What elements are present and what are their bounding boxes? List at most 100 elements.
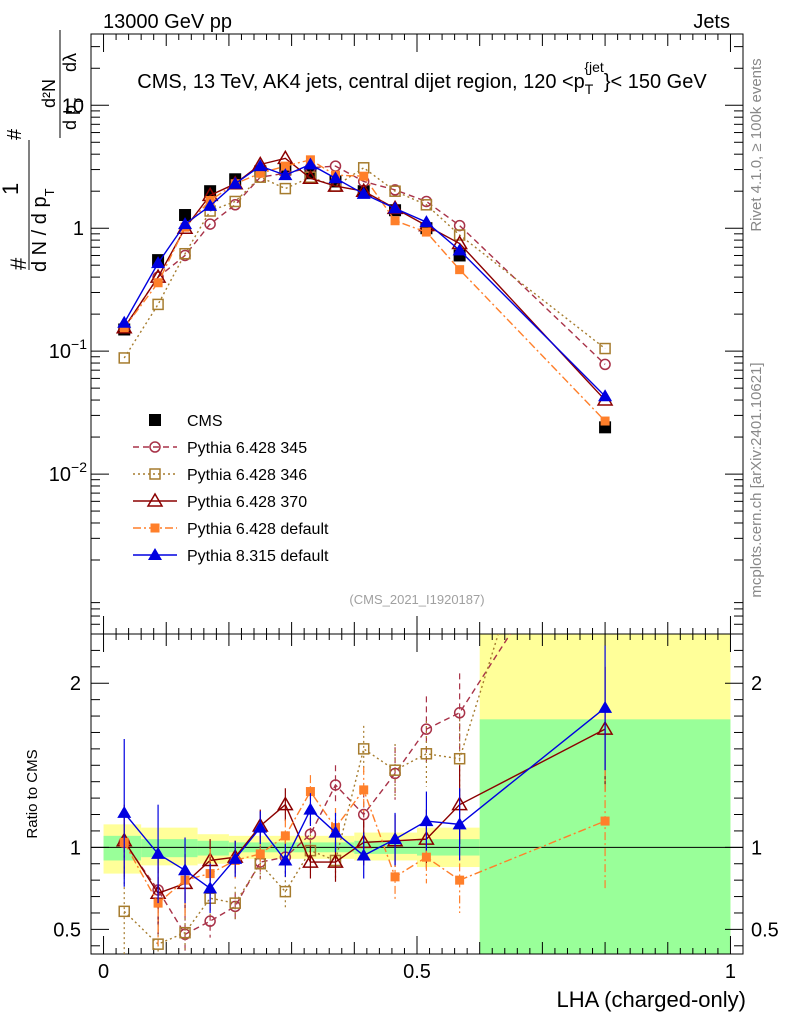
ratio-point-4-4 [228,851,243,864]
legend-label-5: Pythia 8.315 default [187,548,329,565]
ratio-point-3-12 [455,875,465,885]
ratio-point-1-10 [389,764,401,776]
xtick-label-1: 0.5 [403,961,431,983]
ratio-point-4-3 [203,881,218,894]
main-series-2 [118,162,611,364]
ratio-point-0-13 [600,481,610,491]
ratio-point-3-11 [421,852,431,862]
ratio-ytick-label-right-2: 2 [751,673,762,695]
ratio-point-2-7 [302,853,319,868]
legend-label-0: CMS [187,413,223,430]
main-point-2-2 [179,247,191,260]
ratio-point-4-13 [598,700,613,713]
main-point-5-0 [117,315,132,328]
main-point-5-1 [151,256,166,269]
ratio-point-4-5 [253,820,268,833]
main-series-group [115,149,614,434]
main-point-5-8 [328,171,343,184]
legend-label-1: Pythia 6.428 345 [187,440,307,457]
ratio-point-0-12 [453,707,466,719]
main-point-5-12 [452,243,467,256]
main-ytick-label-2: 1 [73,218,84,240]
ratio-point-3-13 [600,816,610,826]
ratio-point-1-13 [600,284,610,294]
xtick-label-2: 1 [725,961,736,983]
ylabel-denominator: d N / d pT [29,188,57,272]
ylabel-numerator: d²N [39,79,59,108]
main-ytick-label-1: 10−1 [49,336,87,363]
ratio-band-green-2 [197,840,229,856]
legend: CMS Pythia 6.428 345 Pythia 6.428 346 Pythi… [133,413,329,565]
ylabel-hash-right: # [4,128,26,140]
main-point-4-1 [153,278,163,288]
legend-marker-1 [149,441,161,453]
ratio-point-4-7 [303,802,318,815]
header-category-label: Jets [693,11,730,33]
main-point-2-11 [420,199,433,211]
ratio-point-0-11 [420,723,433,735]
main-point-2-6 [279,182,292,195]
ratio-point-1-11 [420,748,433,760]
xlabel: LHA (charged-only) [556,987,746,1012]
ratio-series-4 [117,645,613,913]
legend-label-4: Pythia 6.428 default [187,521,329,538]
legend-label-3: Pythia 6.428 370 [187,494,307,511]
main-point-3-8 [327,177,344,192]
main-point-5-10 [388,201,403,214]
ratio-point-2-6 [277,796,294,811]
ylabel-dpt: d pT [60,97,86,130]
main-point-4-9 [359,171,369,181]
legend-marker-0 [149,414,161,426]
ratio-ytick-label-0: 0.5 [53,919,81,941]
main-series-line-4 [123,159,606,422]
ratio-point-4-8 [328,825,343,838]
ratio-point-3-6 [280,831,290,841]
main-point-2-10 [389,185,401,197]
main-point-2-4 [229,195,241,208]
legend-marker-2 [149,468,161,480]
main-point-2-1 [152,298,164,311]
main-series-0 [118,163,612,434]
main-plot-frame [90,33,744,635]
main-point-5-2 [178,217,193,230]
main-axis-ticks: 10−2 10−1 1 10 [49,34,743,635]
legend-item-5: Pythia 8.315 default [133,548,329,565]
ratio-ytick-label-right-1: 1 [751,837,762,859]
main-ytick-label-0: 10−2 [49,459,87,486]
ratio-point-3-5 [255,849,265,859]
ratio-ytick-label-2: 2 [70,673,81,695]
ylabel-one: 1 [0,183,23,195]
legend-item-2: Pythia 6.428 346 [133,467,307,484]
ratio-point-1-4 [229,897,241,909]
ratio-series-line-3 [123,788,606,905]
header-process-label: 13000 GeV pp [103,11,232,33]
ylabel-dlambda: dλ [60,53,80,72]
main-point-2-13 [599,342,611,355]
ratio-ytick-label-1: 1 [70,837,81,859]
ratio-point-0-3 [204,915,216,927]
ratio-point-1-6 [279,885,292,898]
ratio-point-4-9 [356,848,371,861]
ratio-point-0-8 [329,779,342,791]
ratio-point-4-11 [419,814,434,827]
ylabel-hash-left: # [6,257,31,270]
main-point-5-7 [303,157,318,170]
main-point-1-13 [599,358,611,371]
legend-item-0: CMS [149,413,223,430]
legend-item-3: Pythia 6.428 370 [133,492,307,511]
ratio-point-4-2 [178,863,193,876]
ratio-series-0 [118,481,610,954]
main-point-4-13 [600,416,610,426]
main-point-4-10 [390,216,400,226]
main-point-5-9 [356,186,371,199]
legend-item-4: Pythia 6.428 default [133,521,329,538]
plot-title: CMS, 13 TeV, AK4 jets, central dijet reg… [137,59,707,97]
main-point-5-11 [419,215,434,228]
rivet-version-label: Rivet 4.1.0, ≥ 100k events [748,58,765,231]
ratio-ylabel: Ratio to CMS [24,749,41,838]
legend-marker-4 [150,523,160,533]
ratio-ytick-label-right-0: 0.5 [751,919,779,941]
ratio-point-4-6 [278,853,293,866]
main-point-4-6 [280,161,290,171]
